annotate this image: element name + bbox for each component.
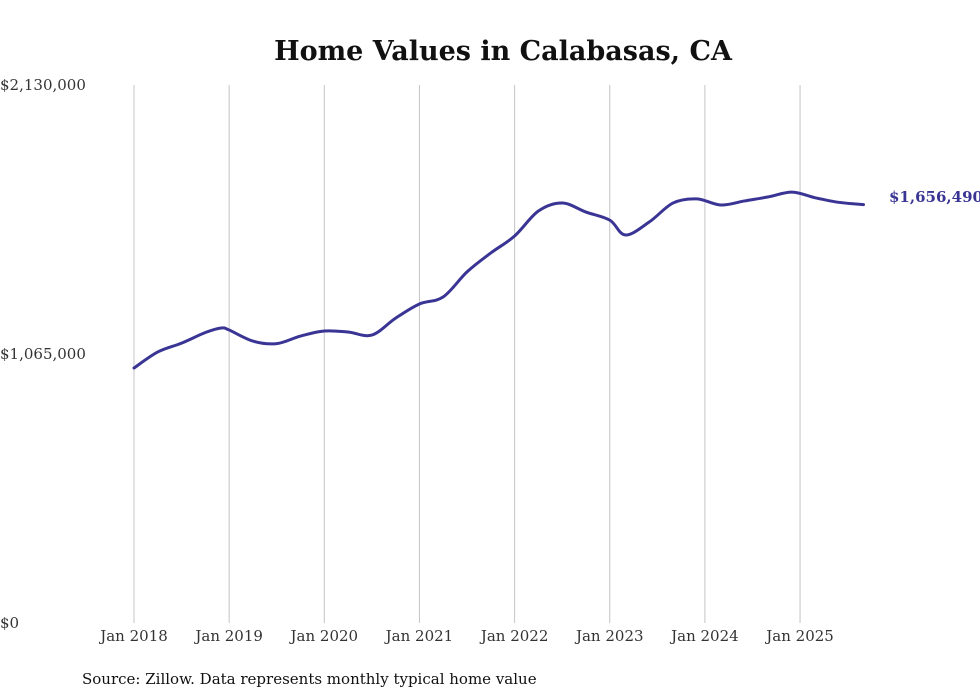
series-line-home-value	[132, 190, 865, 370]
x-tick-label: Jan 2018	[98, 627, 168, 645]
x-tick-label: Jan 2019	[193, 627, 263, 645]
y-tick-label: $2,130,000	[0, 76, 86, 94]
source-note: Source: Zillow. Data represents monthly …	[82, 670, 537, 688]
x-tick-label: Jan 2025	[764, 627, 834, 645]
x-tick-label: Jan 2024	[669, 627, 739, 645]
end-value-label: $1,656,490	[889, 188, 980, 206]
x-tick-label: Jan 2020	[289, 627, 359, 645]
x-tick-label: Jan 2023	[574, 627, 644, 645]
grid-lines	[133, 85, 801, 623]
x-tick-label: Jan 2021	[384, 627, 454, 645]
y-axis-ticks: $0 $1,065,000 $2,130,000	[0, 76, 86, 632]
chart-title: Home Values in Calabasas, CA	[274, 36, 733, 67]
y-tick-label: $0	[0, 614, 19, 632]
y-tick-label: $1,065,000	[0, 345, 86, 363]
x-tick-label: Jan 2022	[479, 627, 549, 645]
x-axis-ticks: Jan 2018 Jan 2019 Jan 2020 Jan 2021 Jan 2022…	[98, 627, 834, 645]
